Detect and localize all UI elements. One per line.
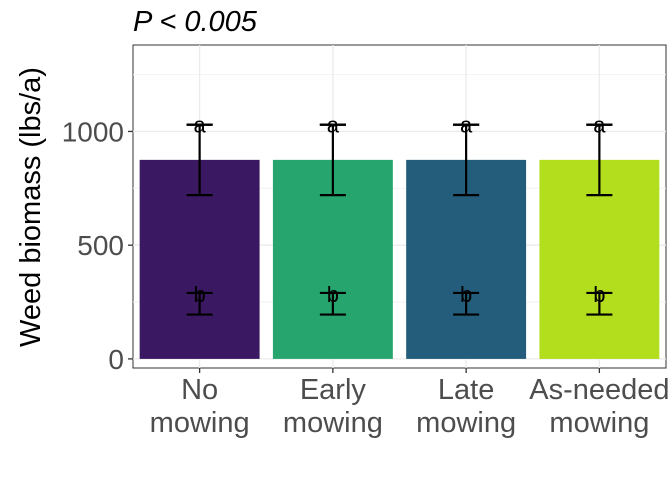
- x-tick-label: As-needed mowing: [529, 374, 669, 439]
- significance-letter: b: [460, 282, 472, 307]
- y-axis-title: Weed biomass (lbs/a): [15, 67, 47, 347]
- x-tick-label: Early mowing: [283, 374, 383, 439]
- significance-letter: a: [460, 113, 473, 138]
- chart-title: P < 0.005: [133, 6, 258, 38]
- y-axis: 0 500 1000: [62, 116, 133, 375]
- significance-letter: a: [194, 113, 207, 138]
- marker-error-bar: [186, 291, 213, 316]
- marker-error-bar: [586, 291, 613, 316]
- x-tick-label: Late mowing: [416, 374, 516, 439]
- y-tick-label: 500: [77, 230, 124, 261]
- y-tick-label: 1000: [62, 116, 124, 147]
- significance-letter: b: [194, 282, 206, 307]
- y-tick-label: 0: [108, 344, 124, 375]
- marker-error-bar: [319, 291, 346, 316]
- significance-letter: b: [593, 282, 605, 307]
- group-markers: a a a a b b b b: [186, 113, 613, 316]
- significance-letter: a: [327, 113, 340, 138]
- marker-error-bar: [453, 291, 480, 316]
- x-tick-label: No mowing: [150, 374, 250, 439]
- significance-letter: a: [593, 113, 606, 138]
- significance-letter: b: [327, 282, 339, 307]
